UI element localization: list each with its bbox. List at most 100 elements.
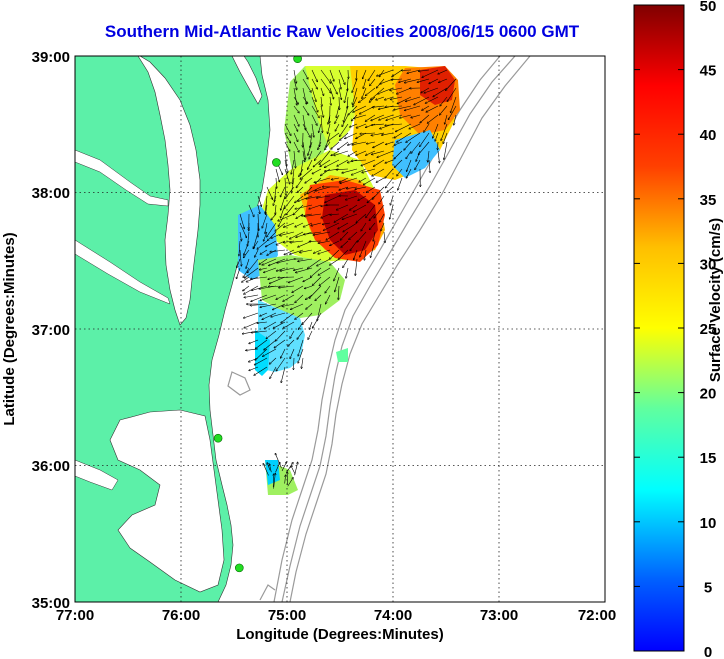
velocity-arrow bbox=[278, 213, 295, 221]
velocity-arrow bbox=[379, 195, 385, 204]
velocity-arrow bbox=[244, 240, 250, 255]
velocity-arrow bbox=[275, 222, 286, 231]
velocity-arrow bbox=[250, 276, 268, 279]
velocity-arrow bbox=[363, 78, 367, 89]
velocity-arrow bbox=[243, 312, 259, 318]
velocity-arrow bbox=[347, 78, 348, 91]
x-tick-label: 74:00 bbox=[374, 607, 412, 624]
velocity-arrow bbox=[259, 267, 268, 270]
velocity-arrow bbox=[325, 195, 340, 203]
velocity-arrow bbox=[347, 96, 348, 109]
velocity-arrow bbox=[243, 285, 250, 291]
velocity-arrow bbox=[267, 222, 277, 237]
velocity-arrow bbox=[339, 123, 349, 137]
velocity-arrow bbox=[349, 204, 358, 210]
velocity-arrow bbox=[331, 177, 340, 180]
velocity-arrow bbox=[281, 366, 286, 383]
velocity-arrow bbox=[312, 312, 322, 328]
x-tick-labels: 77:00 76:00 75:00 74:00 73:00 72:00 bbox=[56, 607, 616, 624]
velocity-arrow bbox=[367, 195, 376, 203]
velocity-arrow bbox=[285, 177, 286, 196]
velocity-arrow bbox=[301, 357, 304, 369]
velocity-arrow bbox=[421, 87, 430, 93]
velocity-arrow bbox=[368, 69, 376, 81]
velocity-arrow bbox=[283, 321, 295, 328]
colorbar-tick-label: 50 bbox=[700, 0, 717, 15]
velocity-arrow bbox=[314, 150, 322, 161]
velocity-arrow bbox=[447, 87, 457, 102]
velocity-arrow bbox=[311, 78, 318, 89]
velocity-arrow bbox=[373, 159, 385, 167]
velocity-arrow bbox=[281, 462, 287, 472]
velocity-arrow bbox=[329, 258, 340, 265]
velocity-arrow bbox=[318, 249, 331, 254]
velocity-arrow bbox=[254, 366, 268, 375]
velocity-arrow bbox=[273, 473, 276, 489]
velocity-arrow bbox=[320, 87, 324, 96]
colorbar bbox=[633, 4, 685, 652]
velocity-arrow bbox=[438, 141, 439, 150]
velocity-arrow bbox=[326, 231, 340, 240]
velocity-arrow bbox=[433, 123, 439, 138]
velocity-arrow bbox=[355, 186, 367, 189]
velocity-arrow bbox=[267, 231, 277, 241]
velocity-arrow bbox=[280, 267, 295, 271]
velocity-arrow bbox=[266, 186, 273, 200]
velocity-arrow bbox=[304, 231, 322, 234]
velocity-arrow bbox=[242, 330, 259, 334]
velocity-arrow bbox=[399, 78, 412, 82]
velocity-arrow bbox=[394, 159, 403, 168]
velocity-arrow bbox=[369, 222, 376, 230]
velocity-arrow bbox=[329, 69, 334, 81]
velocity-arrow bbox=[269, 357, 277, 364]
colorbar-label: Surface Velocity (cm/s) bbox=[707, 218, 724, 382]
velocity-arrow bbox=[371, 114, 385, 121]
velocity-arrow bbox=[343, 258, 349, 268]
velocity-arrow bbox=[405, 96, 421, 102]
velocity-arrow bbox=[278, 277, 295, 278]
velocity-arrow bbox=[354, 249, 358, 260]
velocity-arrow bbox=[309, 204, 322, 209]
velocity-arrow bbox=[293, 123, 298, 131]
y-tick-labels: 39:00 38:00 37:00 36:00 35:00 bbox=[32, 49, 70, 612]
velocity-arrow bbox=[260, 249, 268, 254]
velocity-arrow bbox=[336, 204, 349, 210]
velocity-arrow bbox=[277, 258, 295, 263]
velocity-arrow bbox=[323, 222, 340, 231]
velocity-arrow bbox=[325, 294, 331, 304]
land-mass bbox=[75, 56, 271, 602]
velocity-arrow bbox=[258, 213, 259, 231]
velocity-arrow bbox=[328, 114, 331, 124]
velocity-arrow bbox=[372, 186, 385, 199]
velocity-arrow bbox=[396, 87, 412, 94]
velocity-arrow bbox=[302, 78, 311, 92]
velocity-arrow bbox=[342, 168, 358, 173]
velocity-arrow bbox=[317, 303, 322, 321]
velocity-arrow bbox=[385, 168, 394, 178]
velocity-arrow bbox=[335, 276, 340, 292]
velocity-arrow bbox=[369, 78, 376, 86]
velocity-arrow bbox=[404, 105, 421, 111]
velocity-arrow bbox=[248, 204, 254, 217]
velocity-arrow bbox=[319, 276, 331, 286]
velocity-arrow bbox=[311, 123, 314, 137]
velocity-arrow bbox=[411, 141, 421, 154]
velocity-arrow bbox=[263, 267, 277, 273]
velocity-arrow bbox=[298, 348, 304, 363]
velocity-arrow bbox=[239, 231, 242, 241]
velocity-arrow bbox=[344, 87, 349, 103]
velocity-arrow bbox=[303, 222, 313, 227]
velocity-arrow bbox=[302, 312, 313, 325]
velocity-arrow bbox=[302, 141, 306, 160]
velocity-arrow bbox=[291, 177, 295, 193]
velocity-arrow bbox=[321, 213, 331, 218]
velocity-arrow bbox=[406, 159, 412, 172]
velocity-arrow bbox=[336, 105, 340, 118]
velocity-arrow bbox=[262, 348, 277, 357]
velocity-arrow bbox=[239, 222, 247, 238]
graticule bbox=[75, 56, 605, 602]
velocity-arrow bbox=[255, 339, 268, 349]
delaware-bay bbox=[231, 56, 263, 105]
velocity-arrow bbox=[404, 78, 421, 83]
velocity-arrow bbox=[416, 150, 421, 162]
